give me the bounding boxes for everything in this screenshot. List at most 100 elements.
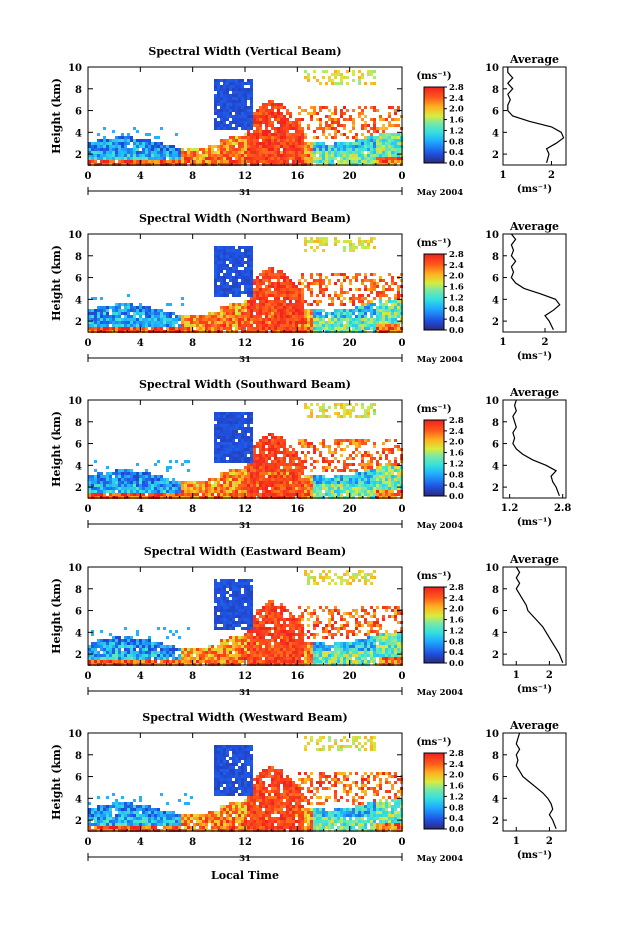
heatmap-cell [91, 651, 94, 654]
heatmap-cell [241, 424, 244, 427]
heatmap-cell [232, 436, 235, 439]
colorbar-tick-label: 0.4 [449, 315, 464, 325]
heatmap-cell [370, 469, 373, 472]
heatmap-cell [226, 439, 229, 442]
heatmap-cell [361, 300, 364, 303]
heatmap-cell [217, 448, 220, 451]
heatmap-cell [370, 70, 373, 73]
heatmap-cell [163, 315, 166, 318]
heatmap-cell [139, 481, 142, 484]
heatmap-cell [232, 469, 235, 472]
heatmap-cell [232, 318, 235, 321]
heatmap-cell [346, 457, 349, 460]
heatmap-cell [334, 133, 337, 136]
heatmap-cell [223, 294, 226, 297]
heatmap-cell [256, 282, 259, 285]
heatmap-cell [187, 469, 190, 472]
heatmap-cell [229, 427, 232, 430]
heatmap-cell [115, 651, 118, 654]
heatmap-cell [250, 442, 253, 445]
heatmap-cell [271, 154, 274, 157]
heatmap-cell [385, 472, 388, 475]
heatmap-cell [115, 639, 118, 642]
heatmap-cell [184, 657, 187, 660]
heatmap-cell [271, 321, 274, 324]
heatmap-cell [310, 442, 313, 445]
heatmap-cell [274, 276, 277, 279]
heatmap-cell [328, 460, 331, 463]
heatmap-cell [328, 303, 331, 306]
heatmap-cell [346, 445, 349, 448]
heatmap-cell [235, 139, 238, 142]
heatmap-cell [271, 484, 274, 487]
heatmap-cell [235, 478, 238, 481]
heatmap-cell [364, 136, 367, 139]
heatmap-cell [334, 315, 337, 318]
heatmap-cell [268, 321, 271, 324]
heatmap-cell [205, 481, 208, 484]
heatmap-cell [310, 112, 313, 115]
heatmap-cell [361, 481, 364, 484]
heatmap-cell [373, 76, 376, 79]
heatmap-cell [259, 475, 262, 478]
heatmap-cell [220, 94, 223, 97]
heatmap-cell [91, 309, 94, 312]
heatmap-cell [349, 475, 352, 478]
heatmap-cell [112, 642, 115, 645]
heatmap-cell [238, 255, 241, 258]
heatmap-cell [223, 246, 226, 249]
heatmap-cell [394, 315, 397, 318]
heatmap-cell [349, 282, 352, 285]
heatmap-cell [325, 127, 328, 130]
heatmap-cell [268, 294, 271, 297]
heatmap-cell [196, 481, 199, 484]
heatmap-cell [244, 300, 247, 303]
heatmap-cell [304, 466, 307, 469]
heatmap-cell [148, 487, 151, 490]
heatmap-cell [124, 327, 127, 330]
heatmap-cell [235, 273, 238, 276]
heatmap-cell [340, 151, 343, 154]
heatmap-cell [130, 151, 133, 154]
heatmap-cell [142, 154, 145, 157]
heatmap-cell [349, 439, 352, 442]
heatmap-cell [271, 145, 274, 148]
heatmap-cell [259, 145, 262, 148]
heatmap-cell [319, 237, 322, 240]
heatmap-cell [247, 424, 250, 427]
heatmap-cell [268, 151, 271, 154]
heatmap-cell [181, 154, 184, 157]
heatmap-cell [364, 478, 367, 481]
heatmap-cell [169, 493, 172, 496]
heatmap-cell [172, 318, 175, 321]
heatmap-cell [133, 318, 136, 321]
heatmap-cell [103, 148, 106, 151]
heatmap-cell [292, 288, 295, 291]
heatmap-cell [370, 154, 373, 157]
heatmap-cell [115, 154, 118, 157]
heatmap-cell [238, 270, 241, 273]
heatmap-cell [115, 654, 118, 657]
heatmap-cell [325, 445, 328, 448]
heatmap-cell [136, 484, 139, 487]
heatmap-cell [202, 487, 205, 490]
heatmap-cell [229, 285, 232, 288]
heatmap-cell [151, 645, 154, 648]
heatmap-cell [133, 148, 136, 151]
heatmap-cell [196, 324, 199, 327]
heatmap-cell [199, 318, 202, 321]
heatmap-cell [121, 660, 124, 663]
heatmap-cell [340, 157, 343, 160]
heatmap-cell [286, 124, 289, 127]
heatmap-cell [286, 466, 289, 469]
heatmap-cell [253, 148, 256, 151]
heatmap-cell [214, 439, 217, 442]
heatmap-cell [232, 261, 235, 264]
heatmap-cell [217, 79, 220, 82]
heatmap-cell [121, 490, 124, 493]
heatmap-cell [385, 484, 388, 487]
heatmap-cell [295, 285, 298, 288]
heatmap-cell [307, 309, 310, 312]
heatmap-cell [265, 118, 268, 121]
heatmap-cell [247, 109, 250, 112]
